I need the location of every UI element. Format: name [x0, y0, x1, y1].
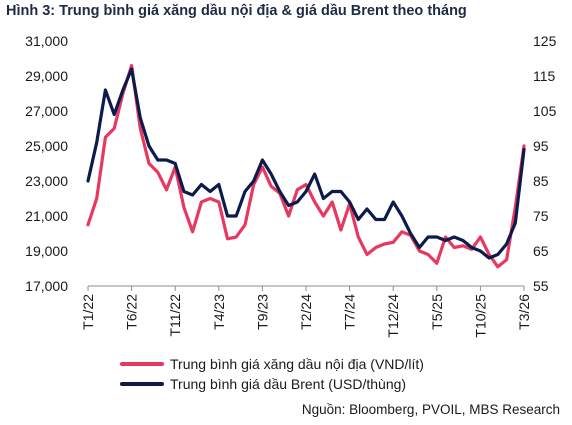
x-tick-label: T1/22: [80, 294, 96, 330]
x-tick-label: T4/23: [211, 294, 227, 330]
series-line-fuel-price: [86, 63, 526, 269]
y-left-tick-label: 27,000: [25, 103, 68, 119]
legend-item-fuel: Trung bình giá xăng dầu nội địa (VND/lít…: [120, 356, 424, 372]
x-tick-label: T12/24: [385, 294, 401, 338]
y-right-tick-label: 55: [533, 278, 549, 294]
source-note: Nguồn: Bloomberg, PVOIL, MBS Research: [301, 402, 560, 417]
y-right-tick-label: 95: [533, 138, 549, 154]
legend-item-brent: Trung bình giá dầu Brent (USD/thùng): [120, 376, 406, 392]
x-tick-label: T7/24: [342, 294, 358, 330]
y-left-tick-label: 29,000: [25, 68, 68, 84]
y-left-tick-label: 31,000: [25, 33, 68, 49]
y-left-tick-label: 25,000: [25, 138, 68, 154]
x-tick-label: T9/23: [254, 294, 270, 330]
y-right-tick-label: 85: [533, 173, 549, 189]
series-line-brent-price: [86, 67, 526, 260]
x-tick-label: T6/22: [124, 294, 140, 330]
tick-labels: 17,000 19,000 21,000 23,000 25,000 27,000 29,0…: [25, 33, 556, 338]
legend-swatch-fuel: [120, 362, 164, 366]
y-right-tick-label: 105: [533, 103, 557, 119]
legend-swatch-brent: [120, 382, 164, 386]
y-right-tick-label: 125: [533, 33, 557, 49]
series-lines: [86, 63, 526, 269]
axes: [87, 285, 525, 291]
chart-title: Hình 3: Trung bình giá xăng dầu nội địa …: [6, 3, 467, 19]
x-tick-label: T10/25: [472, 294, 488, 338]
y-right-tick-label: 115: [533, 68, 556, 84]
y-left-tick-label: 17,000: [25, 278, 68, 294]
x-tick-label: T5/25: [429, 294, 445, 330]
y-left-tick-label: 19,000: [25, 243, 68, 259]
y-right-tick-label: 75: [533, 208, 549, 224]
x-tick-label: T2/24: [298, 294, 314, 330]
legend-label-fuel: Trung bình giá xăng dầu nội địa (VND/lít…: [170, 356, 424, 372]
y-left-tick-label: 21,000: [25, 208, 68, 224]
y-left-tick-label: 23,000: [25, 173, 68, 189]
x-tick-label: T11/22: [167, 294, 183, 337]
x-tick-label: T3/26: [516, 294, 532, 330]
y-right-tick-label: 65: [533, 243, 549, 259]
legend-label-brent: Trung bình giá dầu Brent (USD/thùng): [170, 376, 407, 392]
